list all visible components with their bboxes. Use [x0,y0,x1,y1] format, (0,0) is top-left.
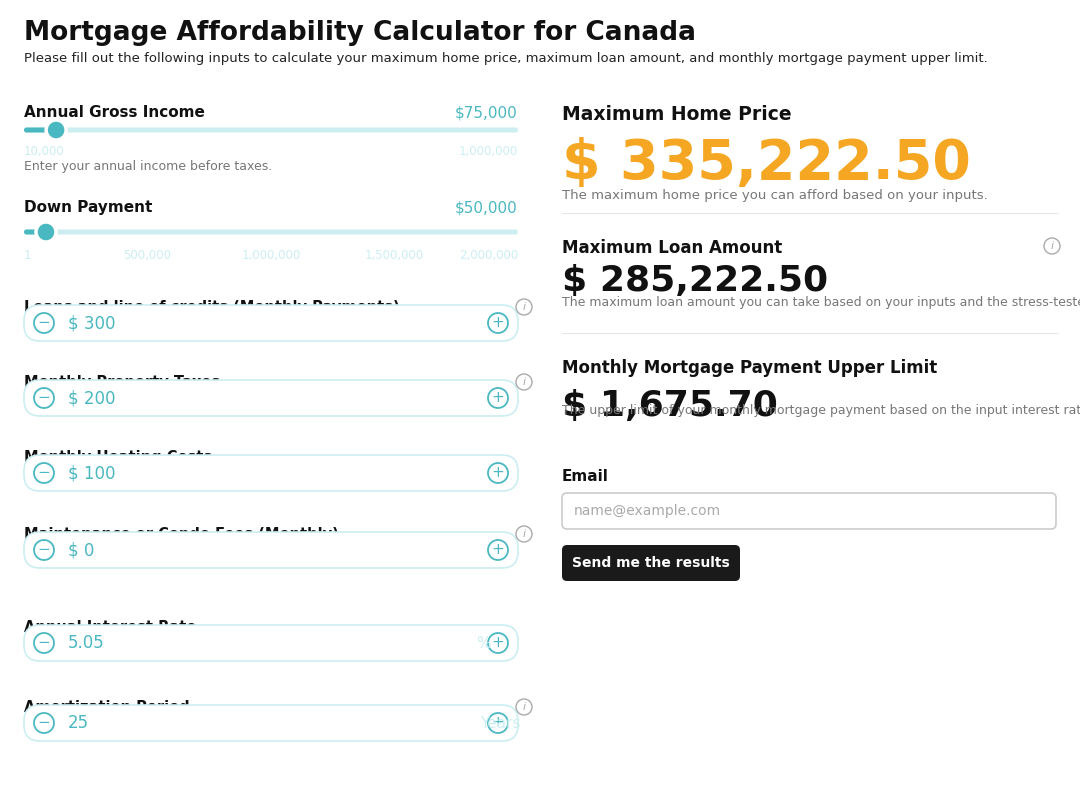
Text: $ 335,222.50: $ 335,222.50 [562,137,971,191]
Text: 10,000: 10,000 [24,145,65,158]
Circle shape [33,633,54,653]
Text: $50,000: $50,000 [456,200,518,215]
Text: Monthly Mortgage Payment Upper Limit: Monthly Mortgage Payment Upper Limit [562,359,937,377]
Circle shape [516,526,532,542]
FancyBboxPatch shape [24,380,518,416]
Text: $75,000: $75,000 [456,105,518,120]
FancyBboxPatch shape [24,128,518,133]
Text: −: − [38,315,51,330]
Circle shape [33,540,54,560]
Text: The upper limit of your monthly mortgage payment based on the input interest rat: The upper limit of your monthly mortgage… [562,404,1080,417]
Text: Monthly Property Taxes: Monthly Property Taxes [24,375,220,390]
Text: Annual Interest Rate: Annual Interest Rate [24,620,197,635]
Text: Down Payment: Down Payment [24,200,152,215]
Text: $ 0: $ 0 [68,541,94,559]
Circle shape [488,313,508,333]
Text: $ 100: $ 100 [68,464,116,482]
Text: Loans and line of credits (Monthly Payments): Loans and line of credits (Monthly Payme… [24,300,400,315]
Text: Annual Gross Income: Annual Gross Income [24,105,205,120]
Text: %: % [476,636,490,650]
Text: Amortization Period: Amortization Period [24,700,190,715]
Circle shape [516,374,532,390]
Circle shape [33,463,54,483]
Text: Monthly Heating Costs: Monthly Heating Costs [24,450,212,465]
FancyBboxPatch shape [562,545,740,581]
Circle shape [488,633,508,653]
Text: The maximum loan amount you can take based on your inputs and the stress-tested : The maximum loan amount you can take bas… [562,296,1080,309]
Circle shape [488,713,508,733]
Text: 500,000: 500,000 [123,249,172,262]
FancyBboxPatch shape [24,230,46,235]
Text: i: i [1051,241,1054,251]
Text: Years: Years [480,715,521,731]
Text: $ 1,675.70: $ 1,675.70 [562,389,778,423]
Text: $ 200: $ 200 [68,389,116,407]
Text: +: + [491,390,504,405]
Circle shape [46,120,66,140]
Text: 1,500,000: 1,500,000 [365,249,424,262]
Text: i: i [523,377,526,387]
Text: 5.05: 5.05 [68,634,105,652]
Text: −: − [38,465,51,480]
Circle shape [36,222,56,242]
Text: 1: 1 [24,249,31,262]
Text: Mortgage Affordability Calculator for Canada: Mortgage Affordability Calculator for Ca… [24,20,696,46]
Text: −: − [38,390,51,405]
Text: Send me the results: Send me the results [572,556,730,570]
Text: 1,000,000: 1,000,000 [241,249,300,262]
Text: Email: Email [562,469,609,484]
FancyBboxPatch shape [24,230,518,235]
Text: Please fill out the following inputs to calculate your maximum home price, maxim: Please fill out the following inputs to … [24,52,988,65]
Text: $ 285,222.50: $ 285,222.50 [562,264,828,298]
Text: Maintenance or Condo Fees (Monthly): Maintenance or Condo Fees (Monthly) [24,527,339,542]
Circle shape [488,540,508,560]
Circle shape [516,699,532,715]
Circle shape [516,299,532,315]
Text: −: − [38,542,51,557]
Text: Enter your annual income before taxes.: Enter your annual income before taxes. [24,160,272,173]
Text: i: i [523,702,526,712]
FancyBboxPatch shape [24,128,56,133]
Circle shape [33,713,54,733]
Text: 1,000,000: 1,000,000 [459,145,518,158]
Circle shape [33,388,54,408]
Text: i: i [523,302,526,312]
Text: Maximum Loan Amount: Maximum Loan Amount [562,239,782,257]
FancyBboxPatch shape [24,625,518,661]
Circle shape [33,313,54,333]
Text: −: − [38,715,51,730]
Circle shape [1044,238,1059,254]
Text: −: − [38,635,51,650]
Text: The maximum home price you can afford based on your inputs.: The maximum home price you can afford ba… [562,189,988,202]
Text: 25: 25 [68,714,90,732]
Circle shape [488,463,508,483]
Text: +: + [491,465,504,480]
Circle shape [488,388,508,408]
Text: i: i [523,529,526,539]
FancyBboxPatch shape [562,493,1056,529]
Text: name@example.com: name@example.com [573,504,721,518]
Text: +: + [491,715,504,730]
FancyBboxPatch shape [24,532,518,568]
Text: 2,000,000: 2,000,000 [459,249,518,262]
Text: Maximum Home Price: Maximum Home Price [562,105,792,124]
FancyBboxPatch shape [24,455,518,491]
Text: +: + [491,315,504,330]
Text: $ 300: $ 300 [68,314,116,332]
FancyBboxPatch shape [24,305,518,341]
Text: +: + [491,542,504,557]
FancyBboxPatch shape [24,705,518,741]
Text: +: + [491,635,504,650]
